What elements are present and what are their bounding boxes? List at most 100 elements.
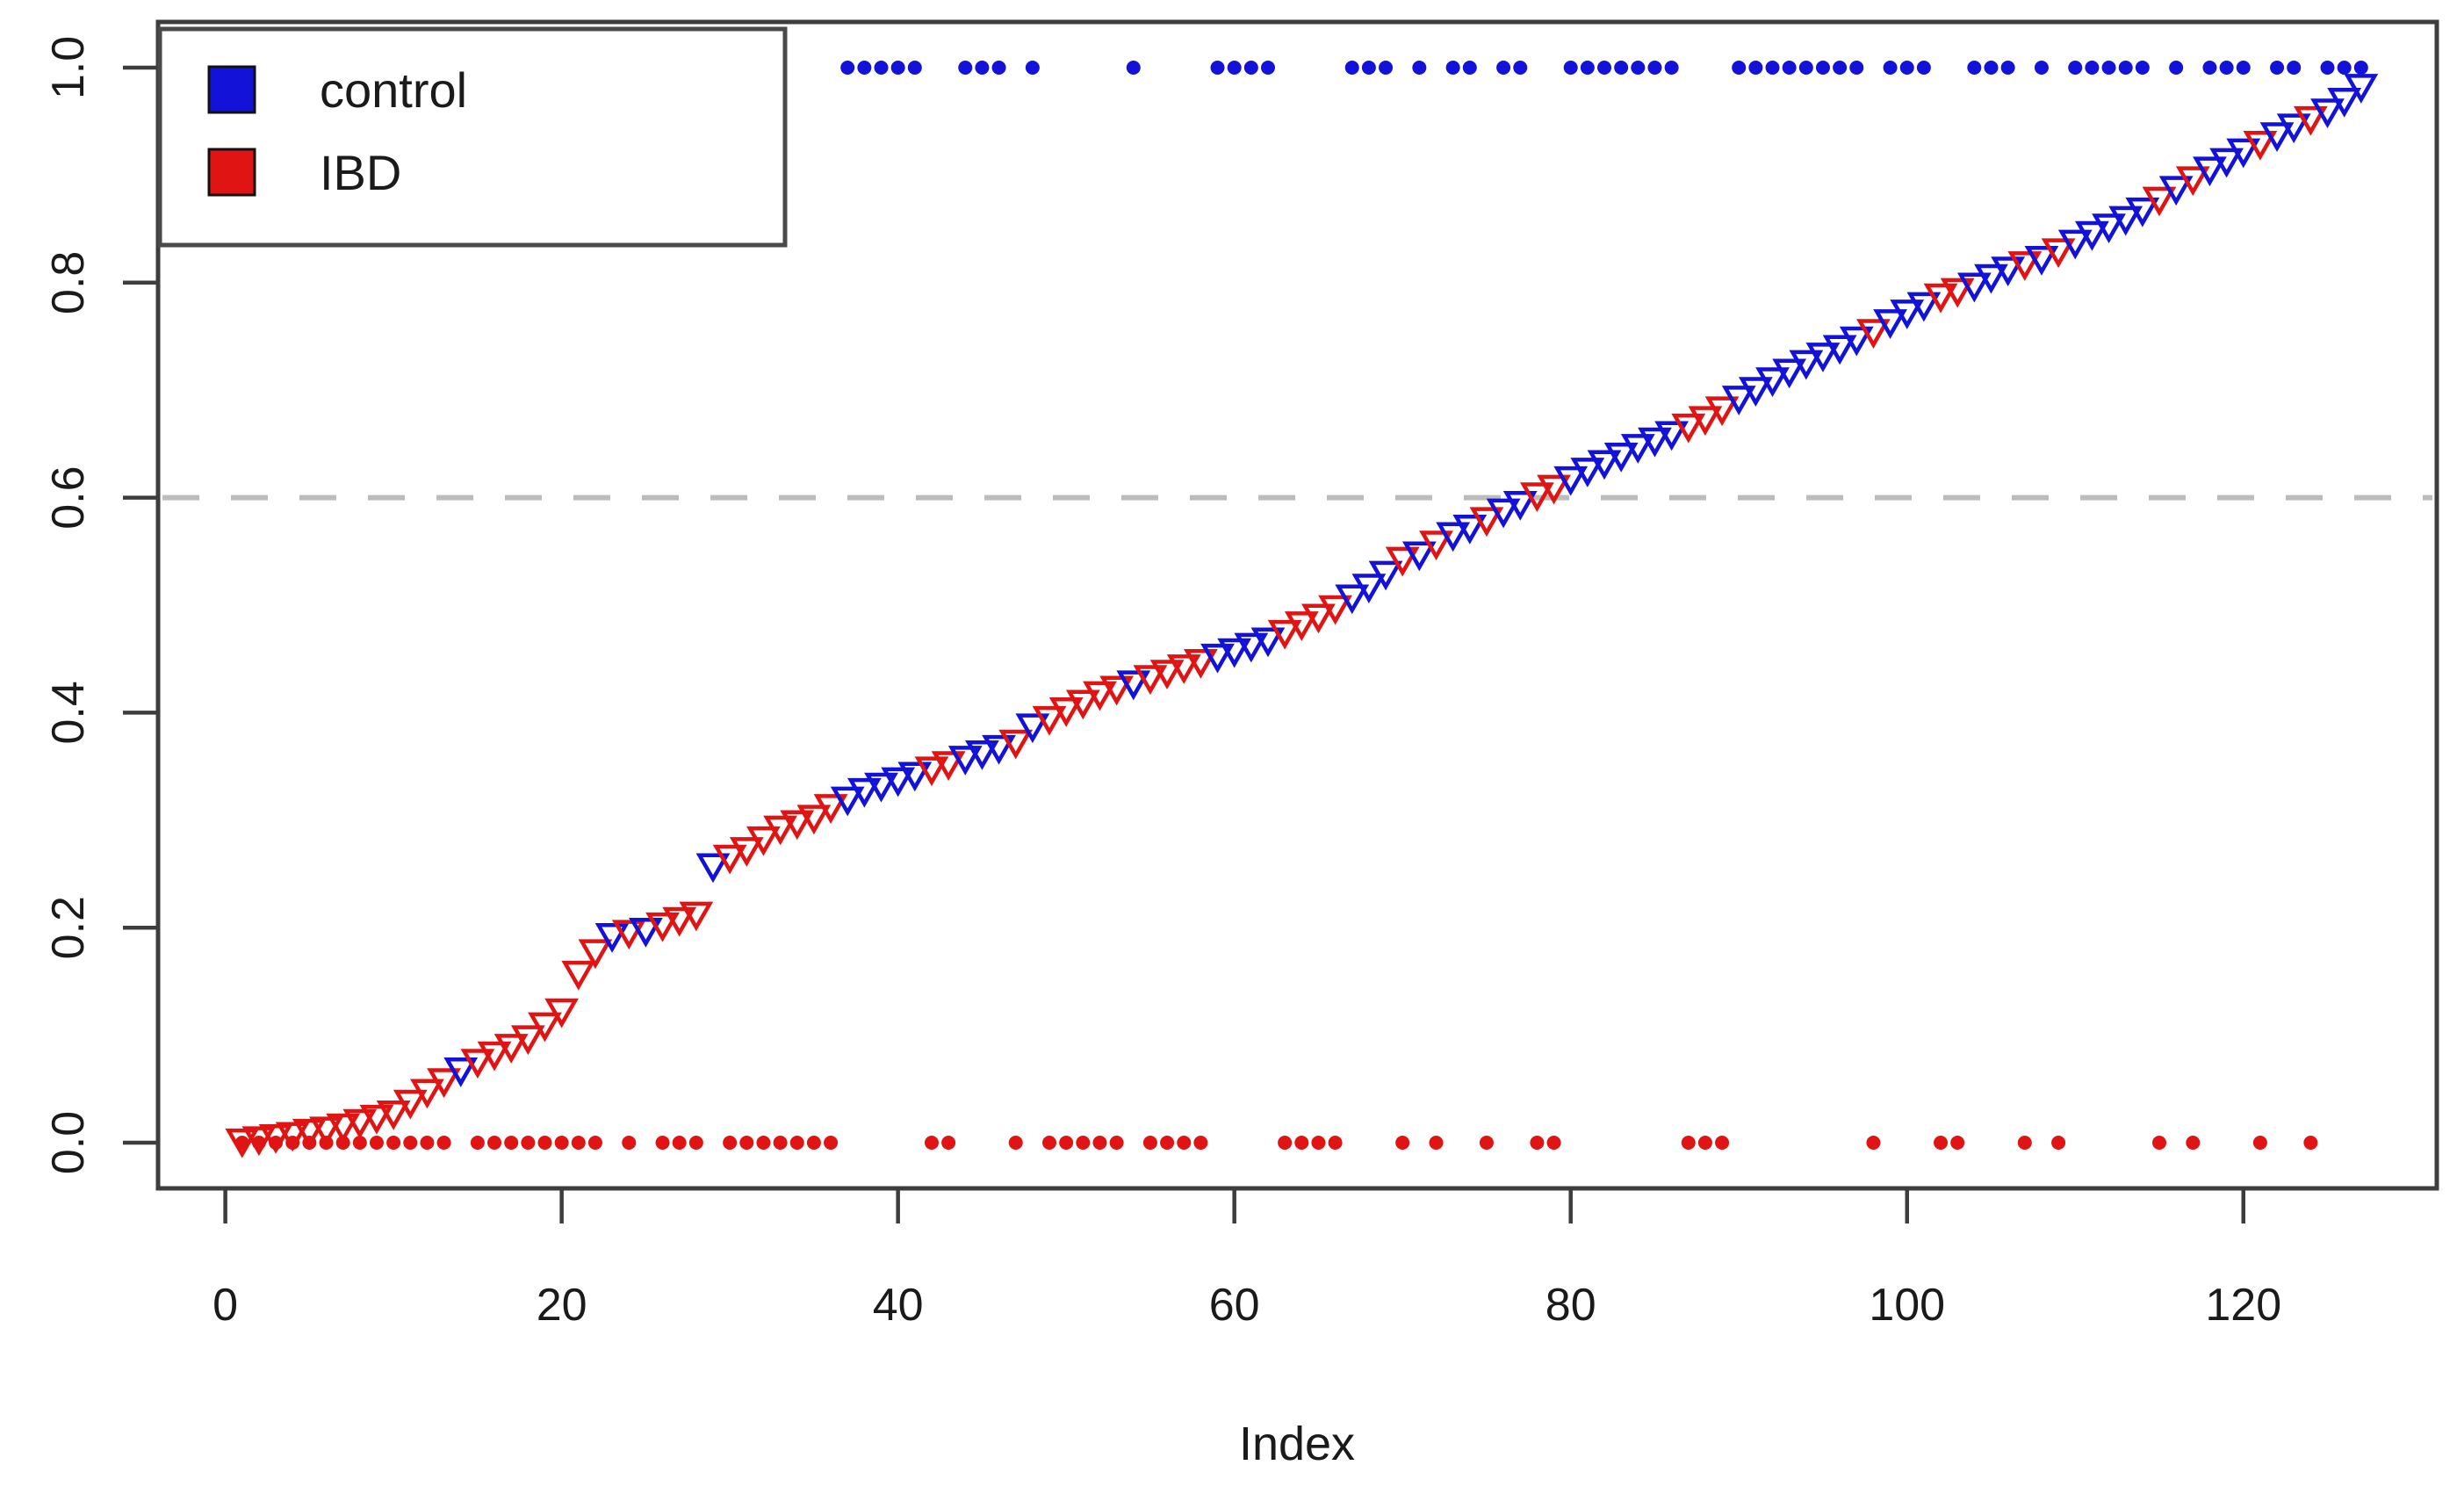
control-rug-dot	[1361, 61, 1376, 76]
triangle-marker-control	[1116, 670, 1151, 701]
triangle-marker-control	[443, 1057, 479, 1087]
control-rug-dot	[2000, 61, 2015, 76]
triangle-marker-control	[947, 746, 983, 776]
triangle-marker-ibd	[998, 729, 1034, 760]
legend-swatch-control	[207, 65, 256, 114]
control-rug-dot	[1833, 61, 1848, 76]
ibd-rug-dot	[504, 1135, 519, 1150]
triangle-marker-control	[1956, 272, 1992, 303]
triangle-marker-ibd	[1537, 474, 1571, 505]
triangle-marker-ibd	[494, 1034, 529, 1064]
control-rug-dot	[1412, 61, 1427, 76]
triangle-marker-control	[2024, 245, 2059, 276]
control-rug-dot	[958, 61, 973, 76]
triangle-marker-ibd	[729, 837, 764, 867]
triangle-marker-ibd	[1149, 660, 1185, 689]
plot-border	[155, 19, 2439, 1191]
triangle-marker-control	[1502, 491, 1538, 521]
legend-box	[157, 26, 788, 248]
triangle-marker-control	[1738, 377, 1773, 408]
ibd-rug-dot	[1278, 1135, 1293, 1150]
triangle-marker-ibd	[258, 1123, 293, 1154]
axes-layer	[123, 65, 2246, 1223]
triangle-marker-ibd	[578, 939, 613, 970]
triangle-marker-ibd	[1267, 619, 1302, 650]
triangle-marker-ibd	[2293, 105, 2328, 136]
control-rug-dot	[1765, 61, 1780, 76]
ibd-rug-dot	[1950, 1135, 1965, 1150]
control-rug-dot	[1664, 61, 1679, 76]
triangle-marker-ibd	[1318, 595, 1352, 625]
triangle-marker-ibd	[1048, 697, 1084, 727]
control-rug-dot	[2118, 61, 2133, 76]
control-rug-dot	[1984, 61, 1999, 76]
ibd-rug-dot	[688, 1135, 703, 1150]
triangle-marker-ibd	[1099, 675, 1135, 706]
ibd-rug-dot	[773, 1135, 788, 1150]
control-rug-dot	[1782, 61, 1797, 76]
control-rug-dot	[1379, 61, 1394, 76]
ibd-rug-dot	[1530, 1135, 1545, 1150]
triangle-marker-ibd	[2041, 238, 2076, 269]
triangle-marker-ibd	[1133, 665, 1168, 696]
triangle-marker-ibd	[1065, 689, 1100, 720]
control-rug-dot	[2219, 61, 2234, 76]
ibd-rug-dot	[1294, 1135, 1309, 1150]
triangle-marker-ibd	[359, 1104, 394, 1135]
x-tick-label: 80	[1545, 1280, 1596, 1331]
triangle-marker-control	[2276, 113, 2311, 144]
triangle-marker-control	[2310, 98, 2345, 129]
triangle-marker-control	[2193, 156, 2227, 187]
control-rug-dot	[1798, 61, 1813, 76]
triangle-marker-ibd	[393, 1089, 428, 1120]
legend: control IBD	[157, 26, 788, 248]
triangle-marker-control	[1603, 442, 1639, 473]
triangle-marker-control	[1452, 514, 1488, 545]
ibd-rug-dot	[1177, 1135, 1192, 1150]
ibd-rug-dot	[1395, 1135, 1410, 1150]
ibd-rug-dot	[1328, 1135, 1343, 1150]
ibd-rug-dot	[756, 1135, 771, 1150]
x-tick-label: 100	[1869, 1280, 1945, 1331]
y-tick-label: 1.0	[43, 36, 94, 99]
triangle-marker-control	[1015, 713, 1050, 744]
triangle-marker-ibd	[544, 998, 580, 1028]
ibd-rug-dot	[1934, 1135, 1949, 1150]
ibd-rug-dot	[824, 1135, 839, 1150]
x-tick-label: 20	[537, 1280, 587, 1331]
control-rug-dot	[1631, 61, 1646, 76]
y-tick-label: 0.4	[43, 681, 94, 744]
ibd-rug-dot	[924, 1135, 939, 1150]
ibd-rug-dot	[655, 1135, 670, 1150]
triangle-marker-ibd	[679, 901, 714, 932]
ibd-rug-dot	[2152, 1135, 2167, 1150]
ibd-rug-dot	[1193, 1135, 1208, 1150]
triangle-marker-control	[1368, 560, 1403, 591]
ibd-rug-dot	[537, 1135, 552, 1150]
triangle-marker-control	[1351, 574, 1387, 604]
triangle-marker-control	[965, 740, 999, 770]
triangle-marker-control	[1335, 584, 1370, 615]
y-tick-label: 0.0	[43, 1111, 94, 1174]
ibd-rug-dot	[1076, 1135, 1091, 1150]
control-rug-dot	[2068, 61, 2083, 76]
control-rug-dot	[890, 61, 905, 76]
ibd-rug-dot	[2252, 1135, 2267, 1150]
triangle-marker-ibd	[746, 826, 781, 856]
ibd-rug-dot	[470, 1135, 485, 1150]
triangle-marker-ibd	[1183, 648, 1218, 679]
control-rug-dot	[2169, 61, 2184, 76]
triangle-marker-control	[1721, 386, 1756, 415]
control-rug-dot	[1580, 61, 1595, 76]
control-rug-dot	[1849, 61, 1864, 76]
ibd-rug-dot	[2186, 1135, 2201, 1150]
triangle-marker-ibd	[1419, 530, 1453, 561]
triangle-marker-ibd	[914, 756, 949, 787]
ibd-rug-dot	[1059, 1135, 1074, 1150]
triangle-marker-control	[1638, 427, 1672, 458]
control-rug-dot	[1025, 61, 1040, 76]
triangle-marker-control	[2344, 74, 2379, 104]
triangle-marker-control	[1789, 350, 1824, 380]
control-rug-dot	[2135, 61, 2150, 76]
control-rug-dot	[2101, 61, 2116, 76]
